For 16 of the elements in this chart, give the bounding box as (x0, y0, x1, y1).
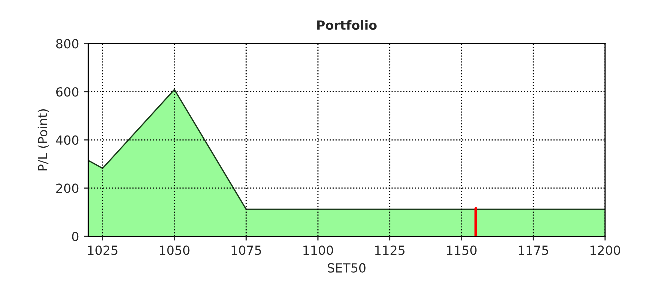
x-tick-label: 1175 (518, 246, 548, 256)
y-tick-label: 800 (56, 39, 79, 49)
y-tick-label: 400 (56, 136, 79, 146)
x-tick-label: 1025 (88, 246, 118, 256)
x-tick-label: 1200 (590, 246, 620, 256)
y-tick-label: 600 (56, 87, 79, 97)
y-tick-label: 200 (56, 184, 79, 194)
x-axis-title: SET50 (328, 263, 366, 273)
x-tick-label: 1075 (232, 246, 262, 256)
x-tick-label: 1125 (375, 246, 405, 256)
y-axis-title: P/L (Point) (38, 110, 50, 171)
y-tick-label: 0 (72, 232, 79, 242)
chart-title: Portfolio (318, 20, 377, 30)
x-tick-label: 1100 (304, 246, 334, 256)
x-tick-label: 1150 (447, 246, 477, 256)
x-tick-label: 1050 (160, 246, 190, 256)
